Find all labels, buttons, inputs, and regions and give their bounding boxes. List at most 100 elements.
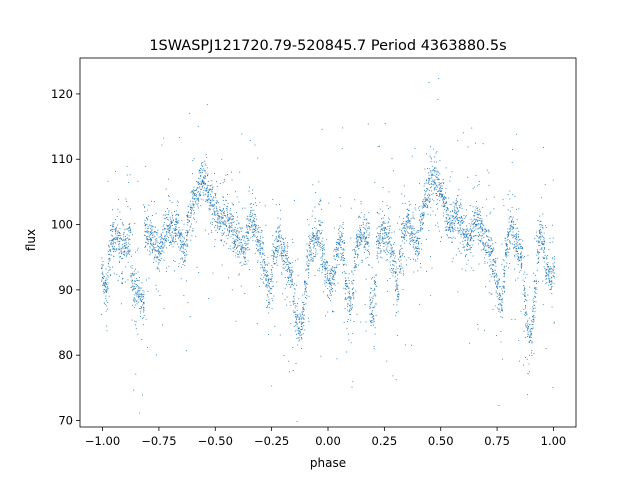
data-point (289, 269, 291, 271)
data-point (377, 234, 379, 236)
data-point (369, 253, 370, 255)
data-point (368, 232, 370, 234)
data-point (488, 246, 490, 248)
data-point (150, 228, 152, 230)
data-point (156, 268, 158, 270)
data-point (451, 215, 453, 217)
data-point (299, 318, 301, 320)
data-point (323, 247, 325, 249)
data-point (412, 258, 414, 260)
data-point (151, 230, 153, 231)
data-point (501, 297, 503, 299)
data-point (252, 226, 254, 228)
data-point (246, 226, 248, 228)
data-point (467, 236, 469, 238)
data-point (393, 257, 395, 259)
data-point (363, 232, 365, 234)
data-point (465, 234, 467, 236)
data-point (460, 252, 462, 254)
data-point (298, 329, 300, 331)
data-point (397, 295, 399, 297)
data-point (229, 210, 231, 212)
data-point (255, 228, 257, 229)
data-point (116, 237, 118, 239)
data-point (184, 245, 186, 247)
data-point (264, 261, 265, 262)
data-point (311, 233, 313, 235)
data-point (459, 227, 461, 229)
data-point (272, 266, 274, 268)
data-point (474, 215, 476, 217)
data-point (214, 192, 216, 194)
data-point (309, 243, 311, 244)
data-point (496, 281, 498, 283)
data-point (371, 321, 373, 323)
data-point (348, 310, 350, 312)
data-point (298, 336, 300, 338)
data-point (416, 255, 418, 257)
data-point (411, 239, 413, 241)
data-point (412, 216, 414, 218)
data-point (179, 229, 181, 231)
data-point (436, 185, 438, 187)
data-point (331, 284, 333, 286)
data-point (330, 270, 332, 272)
data-point (478, 240, 480, 242)
data-point (357, 230, 359, 231)
data-point (438, 78, 440, 79)
data-point (250, 218, 251, 220)
data-point (308, 253, 310, 255)
data-point (464, 239, 466, 241)
data-point (133, 306, 135, 308)
data-point (101, 263, 103, 265)
data-point (219, 209, 221, 210)
data-point (223, 179, 225, 180)
data-point (348, 339, 350, 341)
data-point (483, 248, 485, 250)
data-point (512, 221, 514, 223)
data-point (530, 334, 531, 336)
data-point (156, 255, 158, 257)
data-point (459, 231, 461, 233)
data-point (243, 253, 245, 255)
data-point (154, 250, 156, 252)
data-point (137, 290, 139, 292)
data-point (485, 230, 487, 232)
data-point (112, 230, 113, 232)
data-point (150, 233, 152, 235)
data-point (259, 240, 261, 242)
data-point (304, 285, 306, 287)
data-point (155, 243, 156, 245)
data-point (428, 182, 430, 183)
data-point (214, 173, 216, 174)
data-point (340, 205, 342, 207)
data-point (232, 250, 234, 252)
data-point (165, 271, 167, 272)
data-point (419, 205, 421, 207)
data-point (118, 248, 120, 250)
data-point (335, 249, 337, 251)
data-point (208, 191, 209, 193)
data-point (200, 188, 201, 190)
data-point (221, 230, 223, 231)
data-point (103, 292, 105, 294)
data-point (359, 242, 361, 244)
data-point (220, 225, 221, 227)
data-point (196, 189, 197, 190)
data-point (509, 241, 510, 243)
data-point (278, 236, 280, 238)
data-point (409, 235, 410, 237)
data-point (309, 241, 311, 243)
data-point (369, 300, 371, 301)
data-point (456, 198, 457, 200)
data-point (335, 250, 337, 252)
data-point (502, 290, 504, 292)
data-point (358, 264, 359, 266)
data-point (210, 201, 212, 203)
data-point (126, 201, 127, 202)
data-point (533, 301, 534, 303)
data-point (269, 287, 271, 289)
data-point (271, 265, 273, 266)
data-point (281, 255, 283, 257)
data-point (492, 251, 493, 253)
